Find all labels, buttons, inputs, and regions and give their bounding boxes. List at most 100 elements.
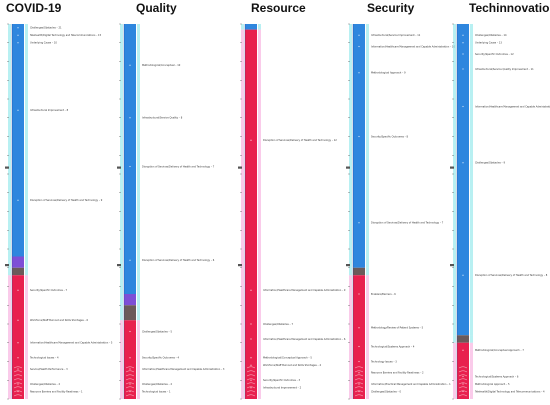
side-strip-1-1	[258, 29, 261, 399]
arc-mark	[354, 374, 364, 377]
arc-mark	[13, 366, 23, 369]
label-dot	[250, 289, 252, 291]
label-dot	[462, 162, 464, 164]
label-dot	[358, 135, 360, 138]
side-strip-0-1	[366, 24, 369, 268]
arc-mark	[246, 366, 256, 369]
side-strip-0-0	[349, 24, 352, 268]
category-label: Disruption of Services/Delivery of Healt…	[142, 259, 215, 262]
category-label: Technological Issues – 1	[142, 390, 171, 393]
side-strip-2-0	[453, 342, 456, 399]
bar-segment-gray	[353, 267, 365, 276]
category-label: Disruption of Services/Delivery of Healt…	[263, 139, 337, 142]
category-label: Infrastructural/Service Quality – 8	[142, 117, 183, 120]
arc-mark	[125, 366, 135, 369]
category-label: Telehealth/Digital Technology and Teleco…	[30, 34, 102, 37]
panel-3: Security Infrastructural/Service Improvem…	[346, 1, 455, 400]
arc-mark	[13, 386, 23, 389]
label-dot	[129, 383, 131, 385]
side-strip-0-1	[25, 24, 28, 257]
arc-mark	[125, 394, 135, 397]
label-dot	[250, 323, 252, 325]
side-strip-2-1	[137, 305, 140, 321]
category-label: Information/Healthcare Management and Ca…	[263, 338, 346, 341]
arc-mark	[458, 394, 468, 397]
arc-mark	[125, 390, 135, 393]
panel-title: COVID-19	[6, 1, 62, 15]
category-label: Methodology/Review of Patient Systems – …	[371, 327, 424, 330]
category-label: Information/Healthcare Management and Ca…	[263, 289, 346, 292]
label-dot	[462, 375, 464, 378]
side-strip-3-0	[120, 320, 123, 399]
side-marker	[117, 264, 121, 267]
side-strip-0-0	[241, 24, 244, 30]
category-label: Telehealth/Digital Technology and Teleco…	[475, 390, 545, 393]
bar-segment-gray	[12, 267, 24, 276]
category-label: Technology Issues – 3	[371, 360, 397, 363]
arc-mark	[458, 370, 468, 373]
label-dot	[462, 383, 464, 385]
label-dot	[358, 360, 360, 363]
category-label: Underlying Cause – 13	[475, 42, 502, 45]
category-label: Infrastructural/Service Improvement – 11	[371, 34, 421, 37]
side-marker	[346, 166, 350, 169]
label-dot	[250, 357, 252, 359]
side-marker	[238, 264, 242, 267]
panel-1: Quality Methodological/Conceptual – 10 Inf…	[117, 1, 225, 400]
label-dot	[129, 259, 131, 261]
arc-mark	[354, 378, 364, 381]
category-label: Methodological/Conceptual Approach – 5	[263, 357, 312, 360]
bar-segment-blue	[245, 24, 257, 30]
side-strip-1-0	[349, 267, 352, 276]
category-label: Challenges/Obstacles – 21	[30, 27, 62, 30]
category-label: Disruption of Services/Delivery of Healt…	[371, 222, 444, 225]
category-label: Challenges/Obstacles – 2	[30, 383, 60, 386]
arc-mark	[246, 378, 256, 381]
label-dot	[462, 390, 464, 393]
category-label: Technological Issues – 4	[30, 357, 59, 360]
category-label: Service/Health Performance – 3	[30, 368, 68, 371]
label-dot	[462, 53, 464, 55]
panel-2: Resource Disruption of Services/Delivery …	[238, 1, 346, 400]
label-dot	[17, 42, 19, 44]
label-dot	[358, 383, 360, 385]
label-dot	[462, 349, 464, 351]
label-dot	[129, 357, 131, 359]
label-dot	[17, 357, 19, 359]
side-marker	[238, 166, 242, 169]
arc-mark	[458, 378, 468, 381]
side-strip-2-1	[25, 267, 28, 276]
category-label: Methodological/Conceptual Approach – 7	[475, 349, 524, 352]
category-label: Infrastructural/Service Quality Improvem…	[475, 68, 534, 71]
side-strip-0-0	[453, 24, 456, 336]
arc-mark	[354, 390, 364, 393]
category-label: Challenges/Obstacles – 9	[475, 162, 505, 165]
side-strip-1-0	[453, 335, 456, 343]
arc-mark	[458, 382, 468, 385]
arc-mark	[125, 370, 135, 373]
side-strip-1-0	[120, 294, 123, 306]
panel-4: Techinnovation Challenges/Obstacles – 14 U…	[450, 1, 550, 400]
category-label: Security/Specific Outcomes – 8	[371, 135, 409, 138]
label-dot	[129, 330, 131, 333]
arc-mark	[13, 370, 23, 373]
side-marker	[5, 264, 9, 267]
arc-mark	[354, 386, 364, 389]
label-dot	[462, 274, 464, 276]
side-strip-0-1	[470, 24, 473, 336]
category-label: Methodological Approach – 9	[371, 72, 406, 75]
label-dot	[17, 383, 19, 385]
arc-mark	[354, 394, 364, 397]
side-strip-1-1	[137, 294, 140, 306]
side-marker	[450, 264, 454, 267]
category-label: Information/Healthcare Management and Ca…	[371, 45, 455, 48]
bar-segment-blue	[457, 24, 469, 336]
label-dot	[250, 379, 252, 381]
category-label: Security/Specific Outcomes – 3	[263, 379, 301, 382]
arc-mark	[125, 386, 135, 389]
side-strip-1-1	[25, 256, 28, 268]
category-label: Challenges/Obstacles – 5	[142, 330, 172, 333]
category-label: Disruption of Services/Delivery of Healt…	[475, 274, 548, 277]
label-dot	[250, 139, 252, 141]
label-dot	[358, 390, 360, 393]
